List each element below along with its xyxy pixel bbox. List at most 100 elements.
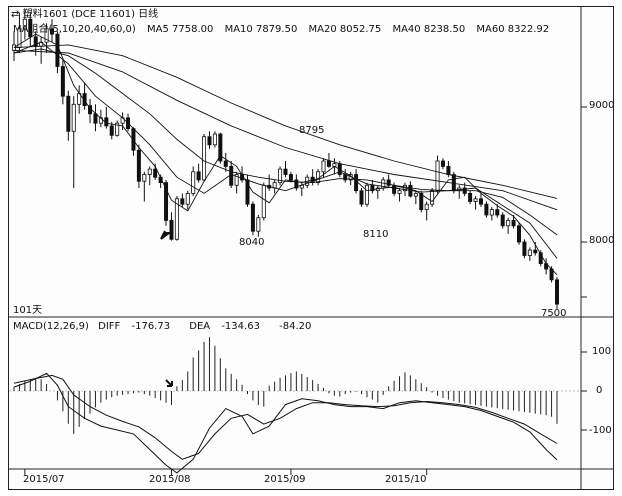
ma-line-ma10 (13, 41, 558, 259)
macd-y-tick-minus100: -100 (589, 425, 612, 436)
macd-hist-value: -84.20 (279, 321, 312, 332)
candle-body (326, 160, 331, 167)
ma-legend-ma60: MA60 8322.92 (476, 24, 550, 35)
candle-body (196, 171, 201, 181)
annotation-arrow-macd (165, 379, 173, 387)
candle-body (468, 192, 473, 202)
candle-body (180, 198, 185, 205)
candle-body (538, 252, 543, 265)
candle-body (115, 122, 120, 136)
candle-body (71, 103, 76, 132)
x-label-2015-08: 2015/08 (149, 474, 191, 485)
candle-body (223, 160, 228, 167)
candle-body (164, 182, 169, 221)
chart-title: ⇄ 塑料1601 (DCE 11601) 日线 (11, 9, 158, 21)
candle-body (212, 133, 217, 146)
macd-legend-label: MACD(12,26,9) (13, 321, 89, 332)
candle-body (136, 149, 141, 182)
candle-body (191, 171, 196, 194)
annotation-8795: 8795 (299, 125, 325, 136)
y-tick-9000: 9000 (589, 100, 615, 111)
candle-body (484, 203, 489, 216)
candle-body (202, 136, 207, 181)
macd-line-diff (13, 372, 558, 474)
day-count-label: 101天 (13, 305, 43, 316)
candle-body (109, 125, 114, 136)
macd-diff-label: DIFF (98, 321, 121, 332)
candle-body (60, 66, 65, 97)
macd-legend: MACD(12,26,9) DIFF -176.73 DEA -134.63 -… (13, 321, 311, 333)
candle-body (272, 182, 277, 189)
candle-body (283, 168, 288, 175)
candle-body (229, 165, 234, 186)
ma-legend: MA组合(5,10,20,40,60,0) MA5 7758.00 MA10 7… (13, 24, 549, 36)
candle-body (435, 160, 440, 192)
candle-body (473, 198, 478, 202)
candle-body (250, 203, 255, 232)
ma-line-ma5 (13, 33, 558, 276)
candle-body (516, 225, 521, 243)
candle-body (174, 198, 179, 240)
candle-body (359, 190, 364, 205)
macd-y-tick-100: 100 (592, 346, 612, 357)
candle-body (294, 179, 299, 189)
candle-body (93, 113, 98, 124)
candle-body (506, 219, 511, 227)
candle-body (142, 174, 147, 182)
chart-canvas (9, 7, 613, 489)
candle-body (495, 209, 500, 216)
ma-legend-ma40: MA40 8238.50 (392, 24, 466, 35)
candle-body (451, 174, 456, 192)
candle-body (234, 174, 239, 186)
candle-body (316, 171, 321, 184)
annotation-arrow-price (160, 230, 172, 240)
annotation-8110: 8110 (363, 229, 389, 240)
candle-body (446, 165, 451, 175)
ma-line-ma20 (13, 48, 558, 236)
candle-body (522, 241, 527, 256)
candle-body (419, 192, 424, 210)
candle-body (28, 18, 33, 38)
candle-body (207, 136, 212, 146)
x-label-2015-07: 2015/07 (23, 474, 65, 485)
candle-body (533, 249, 538, 254)
candle-body (386, 179, 391, 186)
candle-body (82, 93, 87, 107)
candle-body (430, 190, 435, 205)
link-icon: ⇄ (11, 9, 20, 20)
candle-body (424, 203, 429, 210)
chart-frame: ⇄ 塑料1601 (DCE 11601) 日线 MA组合(5,10,20,40,… (8, 6, 614, 490)
candle-body (321, 160, 326, 173)
ma-legend-ma20: MA20 8052.75 (308, 24, 382, 35)
annotation-8040: 8040 (239, 237, 265, 248)
candle-body (22, 18, 27, 30)
candle-body (261, 184, 266, 219)
candle-body (147, 168, 152, 175)
candle-body (440, 160, 445, 167)
candle-body (370, 184, 375, 192)
candle-body (55, 33, 60, 67)
candle-body (527, 249, 532, 256)
candle-body (185, 192, 190, 205)
candle-body (354, 174, 359, 192)
candle-body (153, 168, 158, 178)
ma-line-ma60 (13, 44, 558, 199)
candle-body (278, 168, 283, 184)
y-tick-8000: 8000 (589, 235, 615, 246)
candle-body (489, 209, 494, 216)
macd-y-tick-0: 0 (596, 385, 603, 396)
candle-body (397, 190, 402, 194)
macd-dea-label: DEA (189, 321, 211, 332)
candle-body (288, 174, 293, 181)
ma-legend-label: MA组合(5,10,20,40,60,0) (13, 24, 136, 35)
candle-body (511, 219, 516, 227)
ma-legend-ma10: MA10 7879.50 (224, 24, 298, 35)
candle-body (478, 198, 483, 205)
candle-body (413, 192, 418, 197)
candle-body (218, 133, 223, 162)
candle-body (44, 28, 49, 43)
candle-body (256, 217, 261, 232)
macd-dea-value: -134.63 (221, 321, 260, 332)
candle-body (500, 214, 505, 227)
candle-body (392, 184, 397, 194)
